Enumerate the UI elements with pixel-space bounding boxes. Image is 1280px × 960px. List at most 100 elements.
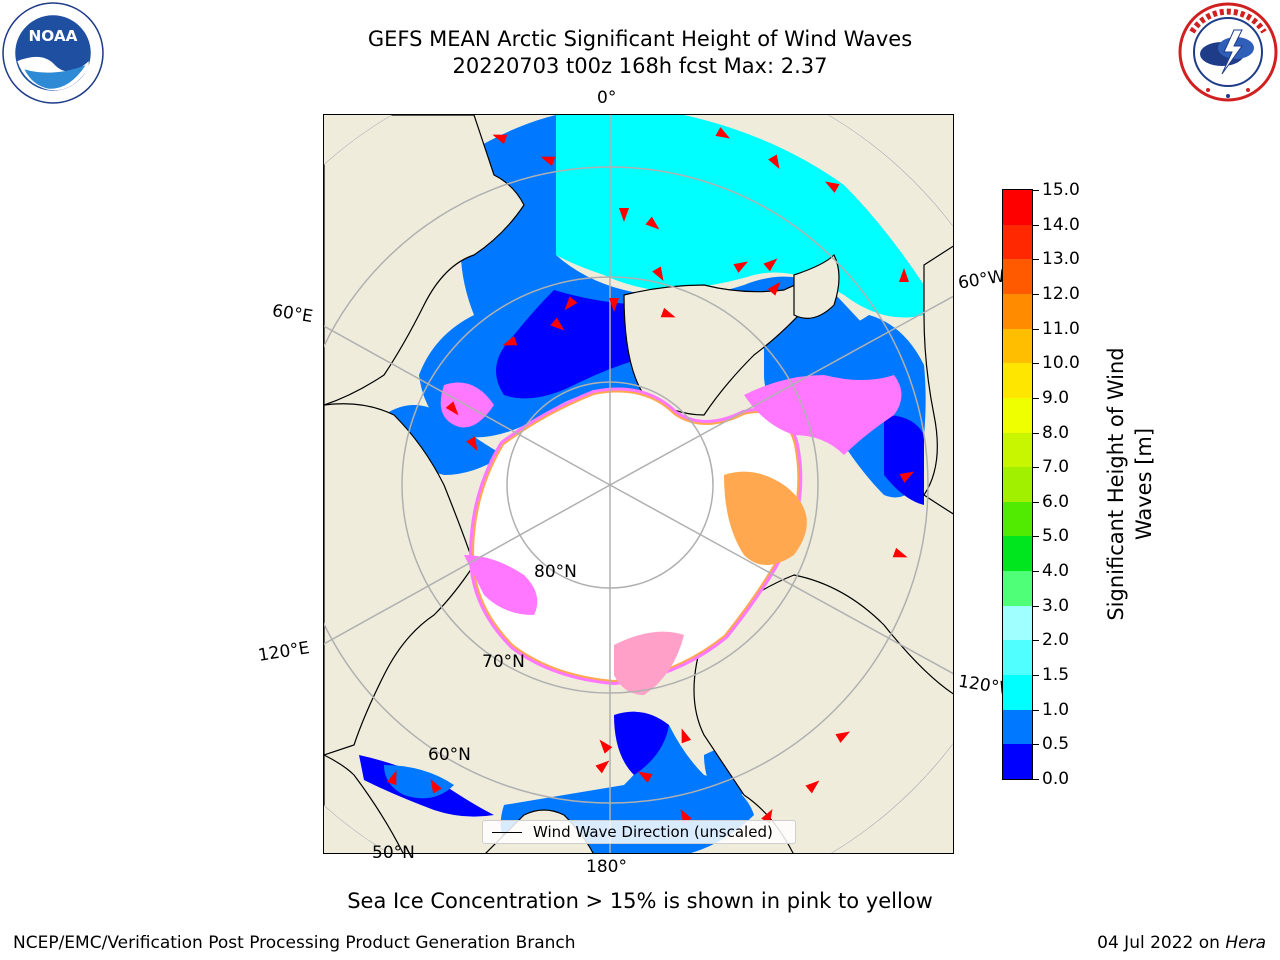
colorbar-tick-label: 5.0 — [1042, 526, 1070, 547]
colorbar-tick — [1033, 571, 1039, 573]
colorbar-tick-label: 1.0 — [1042, 699, 1070, 720]
colorbar-tick-label: 4.0 — [1042, 561, 1070, 582]
lat-label-80n: 80°N — [534, 562, 577, 582]
wave-direction-arrow — [767, 281, 781, 296]
wave-direction-arrow — [899, 471, 915, 483]
colorbar-segment — [1003, 501, 1032, 537]
colorbar-tick-label: 7.0 — [1042, 457, 1070, 478]
colorbar-segment — [1003, 605, 1032, 641]
colorbar-segment — [1003, 432, 1032, 468]
colorbar-tick — [1033, 675, 1039, 677]
colorbar-segment — [1003, 397, 1032, 433]
colorbar-tick-label: 13.0 — [1042, 249, 1080, 270]
colorbar-tick-label: 0.5 — [1042, 734, 1070, 755]
colorbar-tick — [1033, 501, 1039, 503]
colorbar-tick — [1033, 397, 1039, 399]
colorbar-segment — [1003, 674, 1032, 710]
footer-host: Hera — [1225, 933, 1266, 953]
wave-direction-arrow — [599, 739, 613, 754]
legend-label: Wind Wave Direction (unscaled) — [533, 823, 773, 841]
lat-label-50n: 50°N — [372, 843, 415, 863]
wave-direction-arrow — [835, 731, 851, 743]
lon-label-180: 180° — [586, 857, 627, 877]
wave-direction-arrow — [492, 134, 508, 145]
colorbar-tick-label: 11.0 — [1042, 318, 1080, 339]
colorbar-tick-label: 3.0 — [1042, 595, 1070, 616]
wave-direction-arrow — [805, 780, 820, 794]
colorbar-tick — [1033, 640, 1039, 642]
wave-direction-arrow — [540, 156, 556, 167]
wave-direction-arrow — [768, 154, 780, 170]
colorbar-tick — [1033, 744, 1039, 746]
wave-direction-arrow — [652, 266, 664, 282]
colorbar-tick — [1033, 259, 1039, 261]
chart-subtitle: 20220703 t00z 168h fcst Max: 2.37 — [452, 54, 828, 78]
colorbar-tick-label: 15.0 — [1042, 180, 1080, 200]
footer-date: 04 Jul 2022 on Hera — [1097, 933, 1266, 953]
sea-ice — [440, 375, 902, 695]
colorbar-tick-label: 12.0 — [1042, 283, 1080, 304]
colorbar-tick — [1033, 224, 1039, 226]
wave-direction-arrow — [715, 127, 731, 139]
colorbar-segment — [1003, 328, 1032, 364]
polar-map — [323, 114, 954, 854]
wave-direction-arrow — [761, 808, 773, 824]
wave-direction-arrow — [609, 298, 619, 312]
colorbar-tick — [1033, 190, 1039, 191]
wave-direction-arrow — [550, 317, 565, 331]
wave-direction-arrow — [595, 760, 610, 774]
colorbar-tick — [1033, 432, 1039, 434]
colorbar-tick — [1033, 467, 1039, 469]
wave-direction-arrow — [680, 808, 692, 824]
wave-direction-arrow — [681, 728, 692, 744]
colorbar-tick-label: 2.0 — [1042, 630, 1070, 651]
wave-direction-arrow — [660, 307, 676, 318]
lon-label-60e: 60°E — [270, 300, 315, 328]
colorbar-tick — [1033, 293, 1039, 295]
colorbar-segment — [1003, 258, 1032, 294]
colorbar-segment — [1003, 535, 1032, 572]
colorbar-tick — [1033, 709, 1039, 711]
legend-line-swatch — [492, 832, 522, 833]
colorbar-tick-label: 1.5 — [1042, 665, 1070, 686]
wave-direction-arrow — [892, 547, 908, 558]
wave-direction-arrow — [502, 335, 518, 346]
lon-label-120e: 120°E — [256, 638, 311, 666]
wave-direction-arrow — [430, 778, 442, 794]
map-legend: Wind Wave Direction (unscaled) — [482, 820, 796, 844]
colorbar-segment — [1003, 224, 1032, 260]
colorbar — [1002, 189, 1033, 780]
colorbar-segment — [1003, 362, 1032, 398]
colorbar-title-text: Significant Height of Wind Waves [m] — [1104, 347, 1156, 621]
wave-direction-arrow — [824, 181, 840, 193]
colorbar-tick-label: 8.0 — [1042, 422, 1070, 443]
lat-label-70n: 70°N — [482, 652, 525, 672]
colorbar-tick — [1033, 328, 1039, 330]
wave-direction-arrow — [619, 208, 629, 222]
footer-date-text: 04 Jul 2022 on — [1097, 933, 1226, 953]
graticule — [324, 115, 953, 853]
colorbar-tick — [1033, 363, 1039, 365]
wave-direction-arrow — [386, 770, 397, 786]
wave-direction-arrow — [899, 268, 909, 282]
colorbar-segment — [1003, 639, 1032, 676]
colorbar-tick — [1033, 605, 1039, 607]
wave-direction-arrows — [386, 127, 915, 824]
noaa-logo: NOAA — [2, 2, 104, 104]
lon-label-0: 0° — [597, 88, 617, 108]
colorbar-segment — [1003, 189, 1032, 225]
wave-direction-arrow — [445, 401, 459, 416]
colorbar-segment — [1003, 293, 1032, 329]
lon-label-60w: 60°W — [956, 266, 1007, 294]
wave-direction-arrow — [733, 261, 749, 273]
noaa-logo-text: NOAA — [28, 27, 77, 45]
colorbar-tick-label: 0.0 — [1042, 769, 1070, 789]
wave-direction-arrow — [637, 771, 653, 783]
colorbar-tick-label: 9.0 — [1042, 387, 1070, 408]
colorbar-segment — [1003, 709, 1032, 745]
lat-label-60n: 60°N — [428, 745, 471, 765]
chart-title: GEFS MEAN Arctic Significant Height of W… — [367, 27, 913, 51]
colorbar-segment — [1003, 743, 1032, 779]
colorbar-tick-label: 14.0 — [1042, 214, 1080, 235]
wave-direction-arrow — [763, 258, 778, 272]
